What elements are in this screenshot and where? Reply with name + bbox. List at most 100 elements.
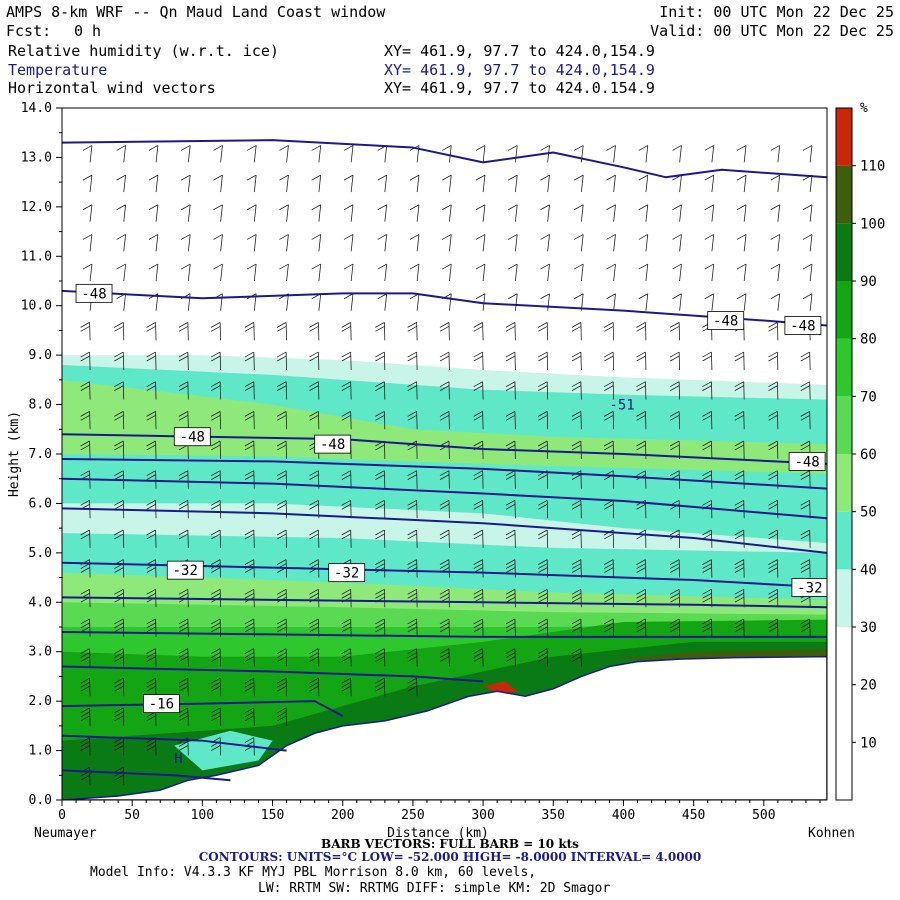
wind-barb: [341, 411, 352, 430]
wind-barb: [538, 381, 549, 400]
wind-barb: [704, 293, 715, 311]
plot-area: -48 -48 -48 -48 -48 -48 -32 -32 -32 -16 -51 H: [62, 108, 827, 800]
wind-barb: [407, 351, 418, 370]
barb-feather: [800, 474, 810, 480]
barb-feather: [505, 322, 516, 328]
barb-staff: [449, 175, 452, 193]
barb-feather: [244, 707, 255, 714]
barb-feather: [473, 355, 483, 362]
barb-feather: [211, 444, 221, 451]
wind-barb: [736, 234, 747, 252]
wind-barb: [473, 648, 484, 667]
wind-barb: [276, 440, 287, 459]
barb-feather: [375, 325, 385, 332]
barb-staff: [286, 204, 289, 222]
wind-barb: [538, 529, 549, 548]
wind-barb: [246, 145, 257, 163]
colorbar-tick-label: 90: [860, 274, 877, 290]
wind-barb: [734, 588, 745, 608]
barb-feather: [146, 322, 156, 328]
barb-feather: [604, 592, 614, 599]
barb-feather: [475, 145, 486, 151]
barb-feather: [702, 626, 712, 633]
barb-feather: [538, 322, 548, 328]
wind-barb: [672, 204, 682, 222]
barb-staff: [286, 293, 289, 311]
wind-barb: [770, 263, 781, 282]
barb-feather: [604, 563, 614, 569]
wind-barb: [505, 648, 516, 667]
x-tick-label: 350: [542, 808, 565, 823]
wind-barb: [210, 529, 222, 548]
wind-barb: [279, 174, 289, 193]
barb-feather: [538, 567, 548, 573]
barb-feather: [311, 204, 321, 211]
barb-staff: [187, 234, 191, 252]
barb-staff: [155, 234, 159, 252]
wind-barb: [180, 263, 191, 282]
barb-staff: [743, 234, 747, 252]
barb-feather: [538, 626, 548, 633]
barb-feather: [375, 592, 385, 599]
barb-feather: [800, 596, 811, 603]
barb-feather: [178, 618, 189, 625]
wind-barb: [407, 618, 418, 637]
barb-feather: [311, 263, 321, 270]
wind-barb: [343, 174, 354, 193]
barb-feather: [277, 414, 287, 421]
barb-feather: [277, 325, 287, 332]
barb-staff: [482, 145, 486, 163]
barb-feather: [670, 355, 680, 362]
barb-feather: [309, 533, 319, 540]
barb-feather: [505, 385, 516, 391]
barb-feather: [80, 685, 91, 692]
contour-label: -48: [180, 430, 205, 446]
barb-feather: [407, 626, 418, 633]
barb-staff: [679, 175, 682, 193]
barb-feather: [244, 325, 255, 332]
barb-staff: [547, 293, 550, 311]
wind-barb: [114, 381, 125, 400]
barb-staff: [743, 204, 747, 222]
barb-staff: [318, 264, 322, 282]
barb-feather: [309, 322, 319, 328]
barb-feather: [146, 381, 156, 388]
wind-barb: [148, 174, 159, 193]
y-tick-label: 8.0: [29, 398, 52, 413]
contour-label: -48: [320, 437, 345, 453]
barb-staff: [416, 293, 420, 311]
wind-barb: [279, 263, 289, 282]
wind-barb: [606, 204, 616, 222]
barb-feather: [704, 145, 714, 151]
wind-barb: [409, 174, 420, 193]
barb-feather: [244, 381, 255, 388]
barb-feather: [702, 533, 712, 540]
right-endpoint-label: Kohnen: [808, 826, 855, 841]
barb-feather: [341, 677, 351, 684]
colorbar-bin: [836, 223, 852, 281]
wind-barb: [82, 263, 93, 282]
wind-barb: [669, 351, 681, 370]
barb-feather: [244, 618, 255, 625]
barb-feather: [571, 444, 582, 451]
barb-feather: [341, 622, 351, 629]
wind-barb: [473, 618, 484, 637]
barb-feather: [114, 325, 124, 332]
barb-feather: [309, 411, 319, 417]
wind-barb: [309, 322, 320, 341]
barb-feather: [473, 592, 483, 599]
wind-barb: [802, 234, 813, 252]
wind-barb: [309, 648, 320, 667]
barb-feather: [276, 588, 287, 595]
barb-staff: [777, 234, 781, 252]
barb-staff: [449, 264, 452, 282]
barb-feather: [277, 715, 287, 722]
barb-feather: [538, 499, 548, 506]
wind-barb: [538, 648, 549, 667]
wind-barb: [473, 470, 484, 489]
wind-barb: [636, 618, 647, 637]
barb-feather: [343, 174, 354, 181]
x-tick-label: 100: [191, 808, 214, 823]
wind-barb: [669, 411, 681, 430]
barb-feather: [276, 411, 287, 417]
